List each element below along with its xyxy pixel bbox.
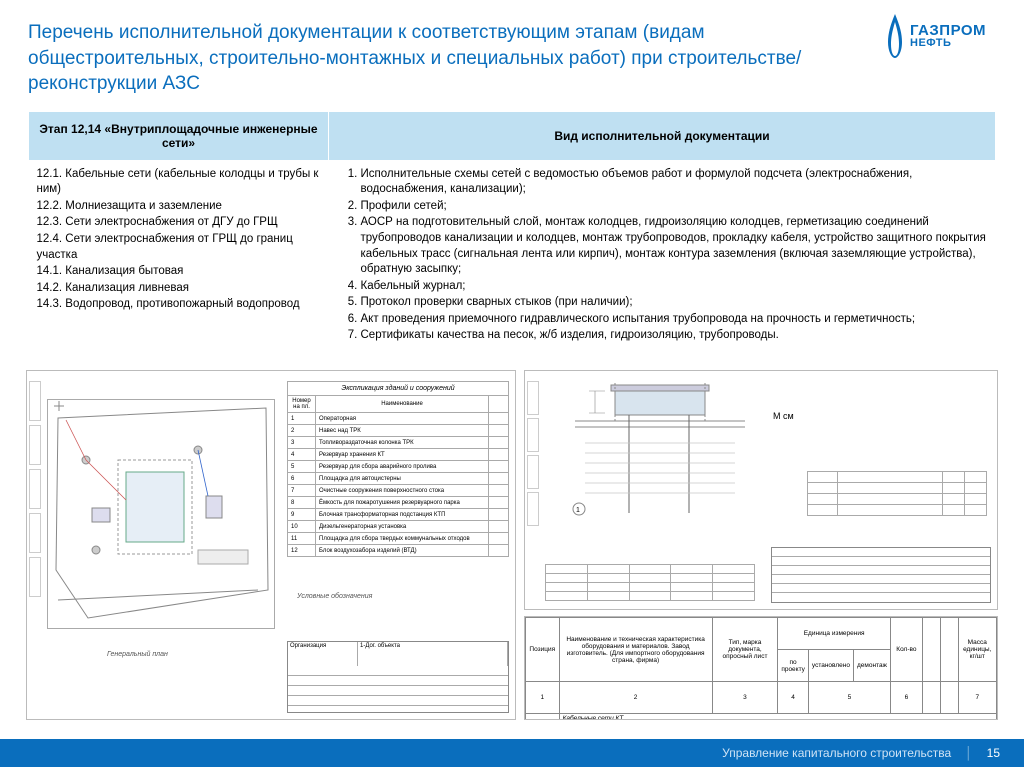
plan-caption: Генеральный план: [107, 651, 168, 658]
explication-table: Экспликация зданий и сооружений Номер на…: [287, 381, 509, 557]
stage-line: 12.2. Молниезащита и заземление: [37, 199, 321, 215]
detail-mini-table: [807, 471, 987, 516]
drawing-sheet-left: Генеральный план Экспликация зданий и со…: [26, 370, 516, 720]
detail-scale: М см: [773, 411, 794, 421]
stage-line: 14.1. Канализация бытовая: [37, 264, 321, 280]
col-header-stage: Этап 12,14 «Внутриплощадочные инженерные…: [29, 111, 329, 160]
spec-table: Позиция Наименование и техническая харак…: [525, 617, 997, 720]
sheet-side-stamp: [527, 381, 539, 599]
page-title: Перечень исполнительной документации к с…: [28, 20, 848, 97]
detail-sketch: 1: [555, 383, 755, 523]
doc-type-list: Исполнительные схемы сетей с ведомостью …: [337, 167, 988, 344]
documentation-table: Этап 12,14 «Внутриплощадочные инженерные…: [28, 111, 996, 351]
stage-line: 12.1. Кабельные сети (кабельные колодцы …: [37, 167, 321, 198]
explication-title: Экспликация зданий и сооружений: [288, 382, 509, 396]
site-plan: [47, 399, 275, 629]
doc-type-item: Сертификаты качества на песок, ж/б издел…: [361, 328, 988, 344]
stage-list: 12.1. Кабельные сети (кабельные колодцы …: [37, 167, 321, 313]
logo-main: ГАЗПРОМ: [910, 23, 986, 38]
col-header-type: Вид исполнительной документации: [329, 111, 996, 160]
footer-dept: Управление капитального строительства: [722, 746, 951, 760]
sheet-side-stamp: [29, 381, 41, 709]
footer-bar: Управление капитального строительства │ …: [0, 739, 1024, 767]
doc-type-item: АОСР на подготовительный слой, монтаж ко…: [361, 215, 988, 277]
spec-section: Кабельные сети КТ: [559, 714, 996, 721]
logo-sub: НЕФТЬ: [910, 38, 986, 49]
doc-type-item: Профили сетей;: [361, 199, 988, 215]
stage-line: 12.3. Сети электроснабжения от ДГУ до ГР…: [37, 215, 321, 231]
drawings-area: Генеральный план Экспликация зданий и со…: [26, 370, 998, 722]
doc-type-item: Протокол проверки сварных стыков (при на…: [361, 295, 988, 311]
footer-divider: │: [965, 746, 973, 760]
title-block: [771, 547, 991, 603]
stage-line: 14.3. Водопровод, противопожарный водопр…: [37, 297, 321, 313]
brand-logo: ГАЗПРОМ НЕФТЬ: [884, 8, 1014, 63]
doc-type-item: Акт проведения приемочного гидравлическо…: [361, 312, 988, 328]
doc-type-item: Исполнительные схемы сетей с ведомостью …: [361, 167, 988, 198]
stage-line: 14.2. Канализация ливневая: [37, 281, 321, 297]
doc-type-item: Кабельный журнал;: [361, 279, 988, 295]
drawing-sheet-detail: 1 М см: [524, 370, 998, 610]
title-block: Организация 1-Дог. объекта: [287, 641, 509, 713]
svg-text:1: 1: [576, 507, 580, 514]
stage-line: 12.4. Сети электроснабжения от ГРЩ до гр…: [37, 232, 321, 263]
page-number: 15: [987, 746, 1000, 760]
spec-strip: Позиция Наименование и техническая харак…: [524, 616, 998, 720]
flame-icon: [884, 12, 906, 60]
legend-caption: Условные обозначения: [297, 593, 372, 600]
detail-left-table: [545, 564, 755, 601]
